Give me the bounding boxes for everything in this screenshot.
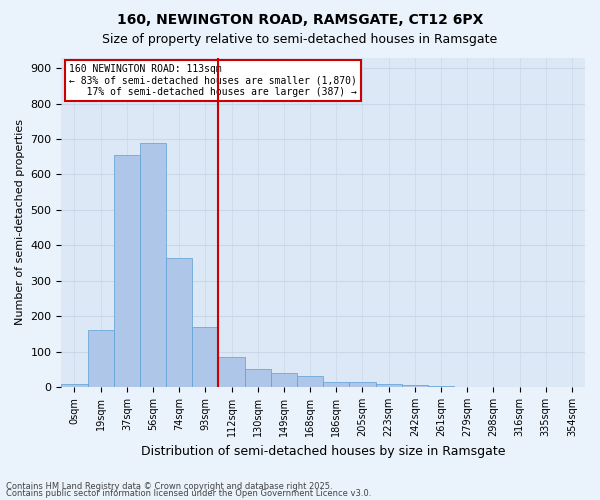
X-axis label: Distribution of semi-detached houses by size in Ramsgate: Distribution of semi-detached houses by … bbox=[141, 444, 505, 458]
Bar bbox=[218, 357, 245, 387]
Text: 160, NEWINGTON ROAD, RAMSGATE, CT12 6PX: 160, NEWINGTON ROAD, RAMSGATE, CT12 6PX bbox=[117, 12, 483, 26]
Y-axis label: Number of semi-detached properties: Number of semi-detached properties bbox=[15, 120, 25, 326]
Bar bbox=[88, 330, 114, 387]
Bar bbox=[245, 370, 271, 387]
Bar bbox=[376, 384, 402, 387]
Bar bbox=[349, 382, 376, 387]
Text: Size of property relative to semi-detached houses in Ramsgate: Size of property relative to semi-detach… bbox=[103, 32, 497, 46]
Bar bbox=[114, 155, 140, 387]
Bar bbox=[271, 373, 297, 387]
Text: 160 NEWINGTON ROAD: 113sqm
← 83% of semi-detached houses are smaller (1,870)
   : 160 NEWINGTON ROAD: 113sqm ← 83% of semi… bbox=[69, 64, 357, 98]
Text: Contains HM Land Registry data © Crown copyright and database right 2025.: Contains HM Land Registry data © Crown c… bbox=[6, 482, 332, 491]
Bar bbox=[140, 142, 166, 387]
Bar bbox=[193, 327, 218, 387]
Bar bbox=[166, 258, 193, 387]
Text: Contains public sector information licensed under the Open Government Licence v3: Contains public sector information licen… bbox=[6, 489, 371, 498]
Bar bbox=[428, 386, 454, 387]
Bar bbox=[402, 386, 428, 387]
Bar bbox=[61, 384, 88, 387]
Bar bbox=[323, 382, 349, 387]
Bar bbox=[297, 376, 323, 387]
